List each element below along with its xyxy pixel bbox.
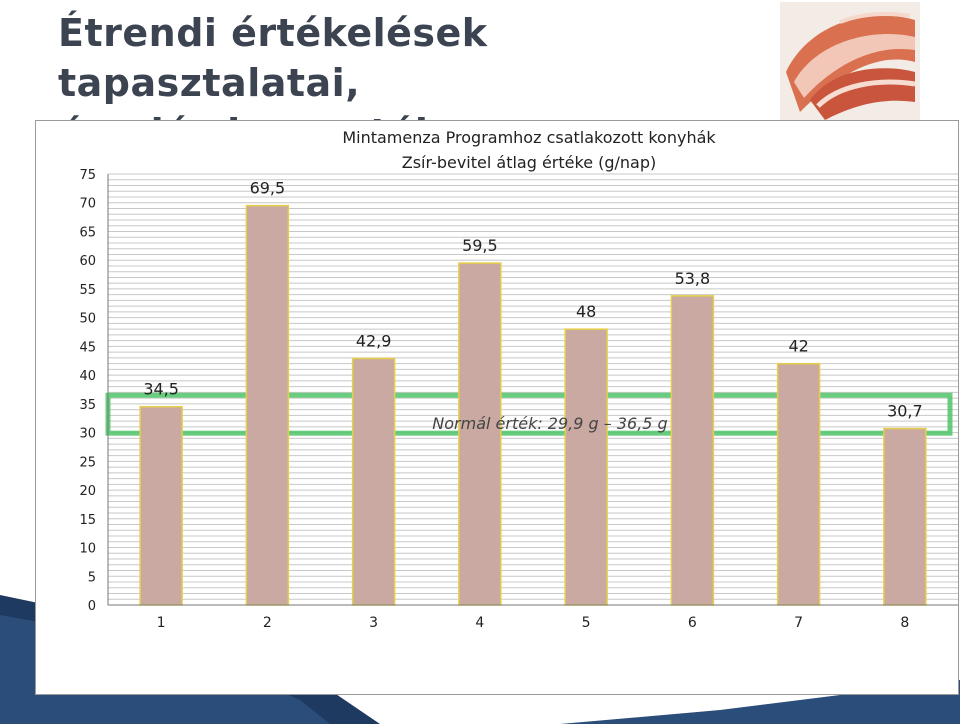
- y-tick-label: 0: [88, 599, 96, 614]
- chart-title: Mintamenza Programhoz csatlakozott konyh…: [342, 128, 716, 147]
- y-tick-label: 15: [79, 513, 96, 528]
- y-tick-label: 35: [79, 398, 96, 413]
- bar: [776, 362, 821, 606]
- y-tick-label: 20: [79, 484, 96, 499]
- cured-ham-photo: [780, 2, 920, 120]
- y-tick-label: 50: [79, 312, 96, 327]
- y-tick-label: 55: [79, 283, 96, 298]
- x-tick-label: 8: [900, 615, 909, 631]
- bar: [670, 295, 715, 606]
- data-label: 30,7: [887, 402, 923, 421]
- data-label: 42,9: [356, 331, 392, 350]
- y-tick-label: 25: [79, 455, 96, 470]
- bar: [458, 262, 502, 606]
- bars: [139, 204, 927, 606]
- y-tick-label: 5: [88, 570, 96, 585]
- x-tick-label: 7: [794, 615, 803, 631]
- y-tick-label: 60: [79, 254, 96, 269]
- y-tick-label: 75: [79, 168, 96, 183]
- y-tick-label: 70: [79, 197, 96, 212]
- slide-title-line-1: Étrendi értékelések tapasztalatai,: [58, 11, 488, 105]
- bar: [564, 328, 608, 606]
- chart-subtitle: Zsír-bevitel átlag értéke (g/nap): [402, 153, 657, 172]
- x-tick-label: 1: [157, 615, 166, 631]
- y-tick-label: 65: [79, 225, 96, 240]
- bar: [883, 427, 927, 606]
- normal-range-label: Normál érték: 29,9 g – 36,5 g: [432, 414, 667, 433]
- bar: [245, 204, 290, 606]
- data-label: 53,8: [675, 269, 711, 288]
- data-labels: 34,5 69,5 42,9 59,5 48 53,8 42 30,7: [143, 179, 922, 421]
- data-label: 48: [576, 302, 596, 321]
- data-label: 42: [788, 337, 808, 356]
- x-tick-label: 5: [582, 615, 591, 631]
- y-tick-label: 40: [79, 369, 96, 384]
- x-tick-label: 6: [688, 615, 697, 631]
- x-tick-label: 4: [475, 615, 484, 631]
- bar: [351, 357, 396, 606]
- data-label: 59,5: [462, 236, 498, 255]
- x-tick-label: 3: [369, 615, 378, 631]
- y-tick-label: 45: [79, 340, 96, 355]
- y-tick-label: 10: [79, 542, 96, 557]
- y-tick-label: 30: [79, 427, 96, 442]
- data-label: 69,5: [250, 179, 286, 198]
- gridlines: [108, 173, 958, 600]
- data-label: 34,5: [143, 380, 179, 399]
- bar: [139, 405, 183, 606]
- x-tick-label: 2: [263, 615, 272, 631]
